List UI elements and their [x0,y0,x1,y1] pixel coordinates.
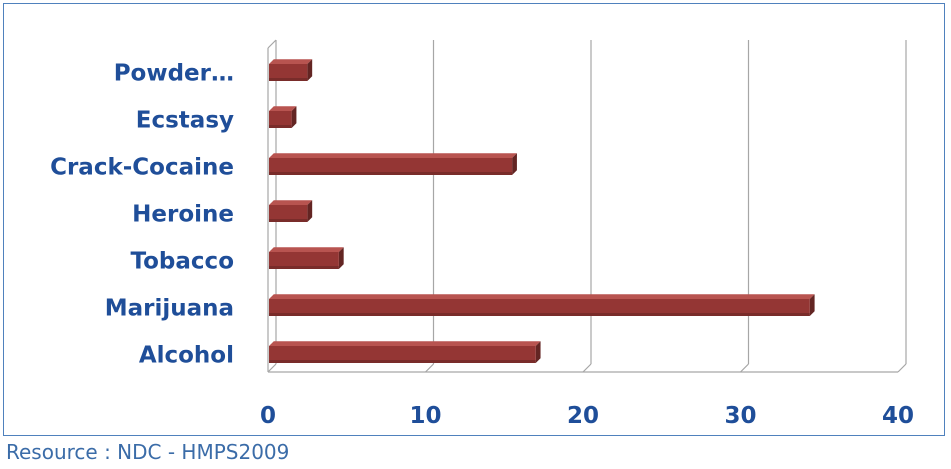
source-note: Resource : NDC - HMPS2009 [6,440,290,464]
category-label: Heroine [132,202,234,228]
x-tick-label: 10 [409,403,441,429]
x-tick-label: 40 [882,403,914,429]
bars [269,59,815,363]
bar-alcohol [269,341,541,363]
chart-frame [3,3,945,436]
category-label: Powder… [114,61,234,87]
bar-tobacco [269,247,344,269]
x-tick-label: 20 [567,403,599,429]
bar-heroine [269,200,313,222]
x-axis-ticks: 0 10 20 30 40 [260,403,914,429]
gridline-floor-30 [740,363,749,373]
category-label: Alcohol [139,343,234,369]
gridline-floor-10 [425,363,434,373]
bar-ecstasy [269,106,297,128]
category-label: Tobacco [131,249,235,275]
category-label: Marijuana [105,296,234,322]
x-tick-label: 0 [260,403,276,429]
category-label: Ecstasy [136,108,234,134]
gridline-floor-40 [897,363,907,373]
bar-marijuana [269,294,815,316]
gridline-floor-20 [582,363,592,373]
category-label: Crack-Cocaine [50,155,234,181]
x-tick-label: 30 [724,403,756,429]
bar-crack-cocaine [269,153,517,175]
category-labels: Alcohol Marijuana Tobacco Heroine Crack-Coca… [50,61,234,369]
left-wall-top-edge [267,39,277,49]
bar-powder [269,59,313,81]
gridlines [267,39,907,373]
gridline-floor-0 [267,363,277,373]
